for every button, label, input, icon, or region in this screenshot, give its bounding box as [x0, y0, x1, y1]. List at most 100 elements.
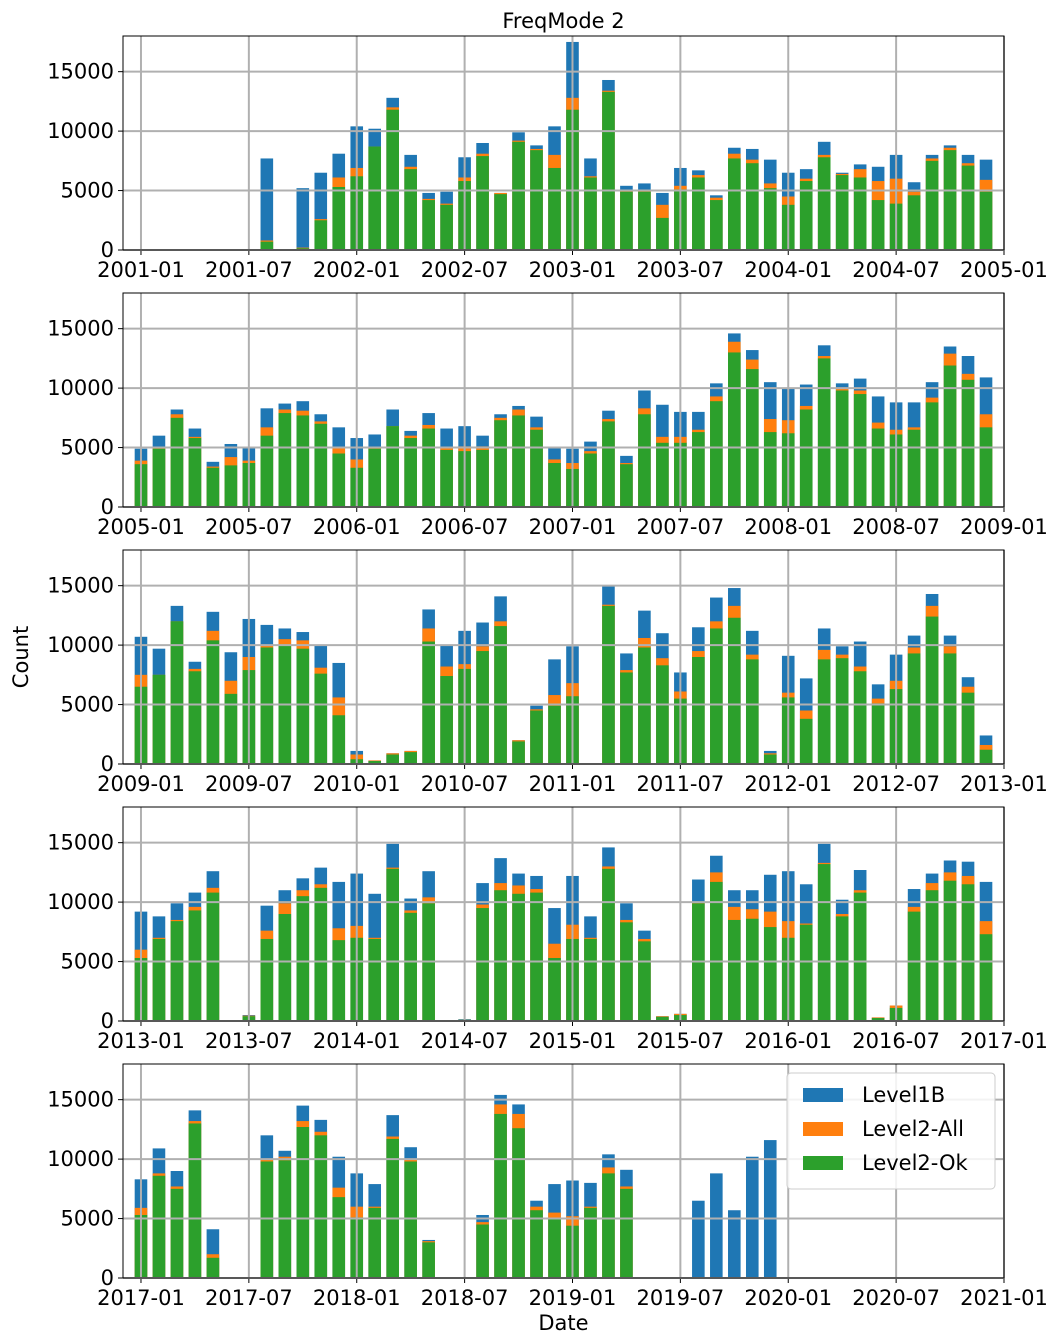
bar: [638, 941, 651, 1021]
bar: [620, 922, 633, 1021]
bar: [620, 191, 633, 250]
x-tick-label: 2012-01: [744, 772, 832, 796]
x-tick-label: 2002-07: [421, 258, 509, 282]
bar: [260, 1161, 274, 1278]
bar: [170, 417, 184, 507]
bar: [314, 887, 328, 1021]
bar: [763, 1140, 777, 1278]
bar: [278, 914, 292, 1021]
bar: [314, 423, 328, 507]
bar: [440, 676, 453, 764]
bar: [692, 432, 705, 507]
bar: [386, 1138, 399, 1278]
bar: [871, 200, 885, 250]
bar: [943, 880, 957, 1021]
bar: [422, 641, 435, 764]
bar: [745, 369, 759, 507]
bar: [728, 352, 741, 507]
bar: [368, 938, 382, 1021]
legend-swatch: [803, 1122, 843, 1136]
bar: [620, 1188, 633, 1278]
bar: [548, 167, 561, 250]
x-tick-label: 2017-01: [960, 1029, 1048, 1053]
x-tick-label: 2001-01: [97, 258, 185, 282]
x-tick-label: 2012-07: [852, 772, 940, 796]
bar: [512, 415, 525, 507]
bar: [530, 892, 543, 1021]
bar: [853, 177, 867, 250]
bar: [943, 653, 957, 764]
x-tick-label: 2018-07: [421, 1286, 509, 1310]
bar: [943, 150, 957, 250]
bar: [494, 1113, 507, 1278]
bar: [925, 160, 939, 250]
chart-title: FreqMode 2: [502, 9, 624, 33]
bar: [745, 918, 759, 1021]
bar: [476, 1224, 489, 1278]
bar: [745, 163, 759, 250]
bar: [620, 464, 633, 507]
bar: [799, 924, 813, 1021]
bar: [710, 881, 723, 1021]
bar: [494, 420, 507, 507]
x-tick-label: 2014-01: [313, 1029, 401, 1053]
bar: [386, 426, 399, 507]
bar: [584, 938, 597, 1021]
bar: [710, 628, 723, 764]
x-tick-label: 2005-01: [97, 515, 185, 539]
x-tick-label: 2021-01: [960, 1286, 1048, 1310]
x-tick-label: 2016-07: [852, 1029, 940, 1053]
bar: [260, 158, 274, 250]
bar: [728, 919, 741, 1021]
plot-frame: [122, 549, 1005, 765]
x-tick-label: 2015-01: [529, 1029, 617, 1053]
x-tick-label: 2005-01: [960, 258, 1048, 282]
bar: [907, 653, 921, 764]
x-tick-label: 2018-01: [313, 1286, 401, 1310]
y-tick-label: 10000: [47, 376, 114, 400]
x-tick-label: 2010-07: [421, 772, 509, 796]
bar: [530, 429, 543, 507]
y-tick-label: 5000: [61, 693, 114, 717]
bar: [512, 1128, 525, 1278]
x-tick-label: 2013-01: [960, 772, 1048, 796]
bar: [602, 868, 615, 1021]
bar: [835, 658, 849, 764]
bar: [152, 1175, 166, 1278]
x-tick-label: 2014-07: [421, 1029, 509, 1053]
bar: [602, 91, 615, 250]
y-tick-label: 15000: [47, 60, 114, 84]
legend: Level1B Level2-All Level2-Ok: [786, 1072, 996, 1190]
x-tick-label: 2007-01: [529, 515, 617, 539]
bar: [386, 754, 399, 764]
bar: [799, 181, 813, 250]
bar: [476, 449, 489, 507]
bar: [440, 449, 453, 507]
bar: [494, 890, 507, 1021]
bar: [979, 749, 993, 764]
bar: [853, 394, 867, 507]
bar: [404, 438, 417, 507]
x-tick-label: 2006-01: [313, 515, 401, 539]
bar: [368, 1207, 382, 1278]
x-tick-label: 2008-07: [852, 515, 940, 539]
bar: [188, 438, 202, 507]
bar: [763, 927, 777, 1021]
bar: [817, 659, 831, 764]
bar: [979, 934, 993, 1021]
bar: [170, 1188, 184, 1278]
bar: [907, 911, 921, 1021]
bar: [476, 651, 489, 764]
bar: [602, 605, 615, 764]
bar: [548, 463, 561, 507]
bar: [979, 191, 993, 250]
bar: [961, 884, 975, 1021]
y-tick-label: 5000: [61, 1207, 114, 1231]
x-tick-label: 2004-01: [744, 258, 832, 282]
bar: [332, 715, 346, 764]
x-tick-label: 2003-01: [529, 258, 617, 282]
bar: [817, 864, 831, 1021]
bar: [296, 896, 310, 1021]
x-tick-label: 2020-01: [744, 1286, 832, 1310]
x-tick-label: 2011-01: [529, 772, 617, 796]
